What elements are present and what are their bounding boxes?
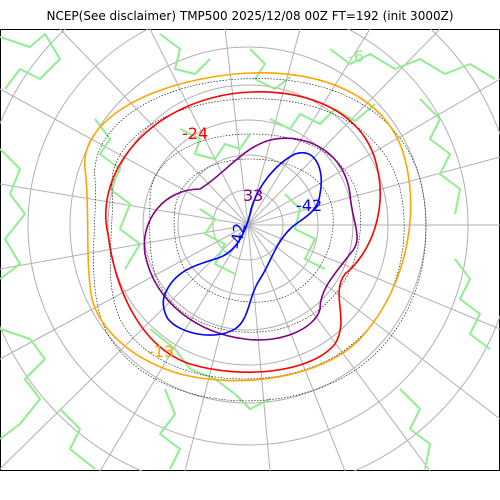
label-green: -6 xyxy=(348,47,364,66)
label-blue-b: -42 xyxy=(226,222,249,251)
gray-contours xyxy=(93,78,427,402)
polar-map: -24 33 -42 -42 -13 -6 xyxy=(0,29,500,471)
label-purple: 33 xyxy=(243,186,263,205)
map-title: NCEP(See disclaimer) TMP500 2025/12/08 0… xyxy=(46,9,454,23)
label-orange: -13 xyxy=(148,342,174,361)
contour-blue xyxy=(162,151,322,336)
contour-red xyxy=(105,91,381,373)
longitude-grid xyxy=(0,29,500,471)
label-red: -24 xyxy=(182,124,208,143)
contour-purple xyxy=(143,137,358,341)
label-blue-a: -42 xyxy=(296,196,322,215)
map-panel: -24 33 -42 -42 -13 -6 xyxy=(0,29,500,471)
contour-orange xyxy=(84,72,412,382)
coastlines xyxy=(0,33,496,470)
